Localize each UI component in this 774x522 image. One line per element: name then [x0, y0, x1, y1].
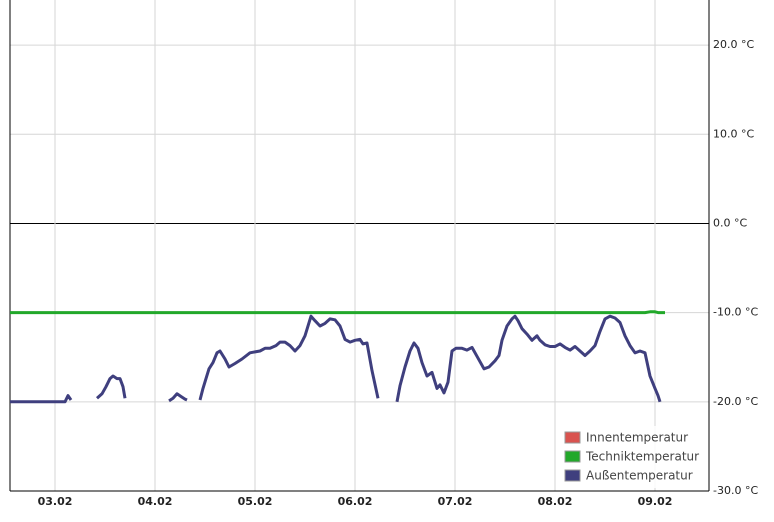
y-tick-label: -10.0 °C [713, 306, 758, 319]
x-tick-label: 03.02 [38, 495, 73, 508]
legend: Innentemperatur Techniktemperatur Außentem… [562, 426, 705, 488]
legend-label: Außentemperatur [586, 469, 693, 483]
legend-swatch [564, 450, 581, 463]
x-tick-label: 09.02 [638, 495, 673, 508]
x-tick-label: 04.02 [138, 495, 173, 508]
x-tick-label: 07.02 [438, 495, 473, 508]
series-line [10, 310, 665, 315]
y-tick-label: 0.0 °C [713, 216, 747, 229]
legend-swatch [564, 431, 581, 444]
legend-label: Innentemperatur [586, 431, 688, 445]
legend-box [562, 426, 705, 488]
y-tick-label: -20.0 °C [713, 395, 758, 408]
y-tick-label: 10.0 °C [713, 127, 754, 140]
legend-swatch [564, 469, 581, 482]
x-tick-label: 08.02 [538, 495, 573, 508]
legend-label: Techniktemperatur [585, 450, 699, 464]
y-tick-label: 20.0 °C [713, 38, 754, 51]
x-tick-label: 06.02 [338, 495, 373, 508]
y-tick-label: -30.0 °C [713, 484, 758, 497]
series-line [10, 316, 709, 402]
x-tick-label: 05.02 [238, 495, 273, 508]
